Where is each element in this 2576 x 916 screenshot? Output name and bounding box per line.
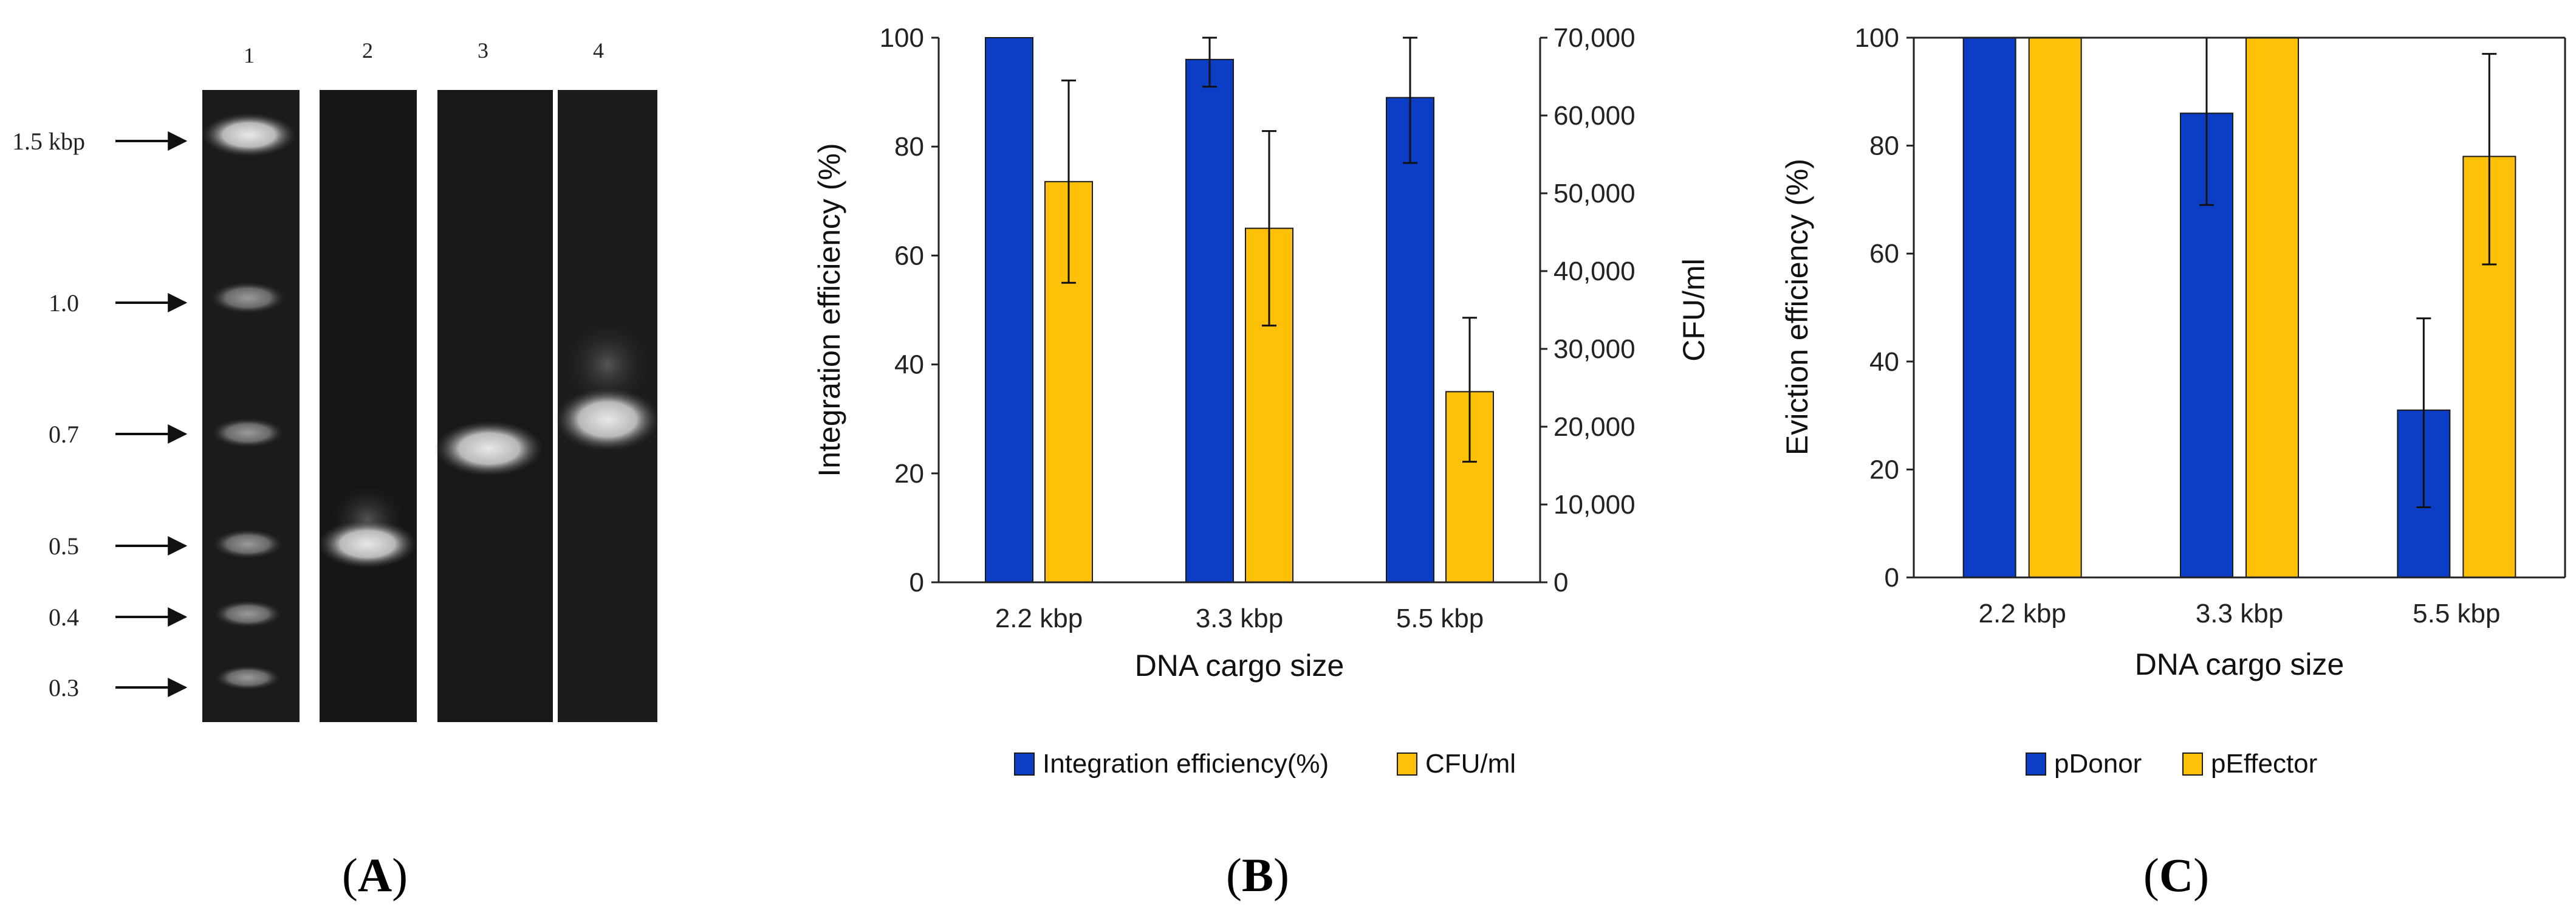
lane4-band xyxy=(555,388,660,451)
ladder-band-0-4 xyxy=(214,601,282,627)
y-tick-label: 80 xyxy=(894,132,924,162)
x-tick-label: 3.3 kbp xyxy=(1196,604,1283,633)
size-marker-0-3: 0.3 xyxy=(49,674,79,701)
size-marker-1-5kbp: 1.5 kbp xyxy=(12,128,85,155)
y-tick-label: 20 xyxy=(1869,455,1899,484)
y2-tick-label: 70,000 xyxy=(1553,23,1636,53)
y-tick-label: 100 xyxy=(1855,23,1899,53)
chart-panel-b: Integration efficiency (%) CFU/ml DNA ca… xyxy=(812,23,1711,779)
x-tick-label: 2.2 kbp xyxy=(1978,599,2066,628)
y-axis-title: Integration efficiency (%) xyxy=(812,143,846,477)
y-axis-title: Eviction efficiency (%) xyxy=(1780,159,1814,455)
y-tick-label: 40 xyxy=(894,350,924,380)
legend-label: pDonor xyxy=(2054,749,2142,779)
y2-tick-label: 0 xyxy=(1553,568,1568,597)
gel-lane-2 xyxy=(320,90,417,722)
bar xyxy=(985,37,1033,583)
panel-label-c: (C) xyxy=(2143,849,2209,901)
legend-swatch xyxy=(2182,752,2203,776)
y2-axis-title: CFU/ml xyxy=(1677,258,1711,361)
size-marker-0-4: 0.4 xyxy=(49,604,79,631)
legend-label: Integration efficiency(%) xyxy=(1043,749,1329,779)
ladder-band-0-3 xyxy=(215,666,281,690)
gel-panel: 1 2 3 4 1.5 kbp 1.0 0.7 0.5 0.4 0.3 xyxy=(12,38,660,722)
y2-tick-label: 50,000 xyxy=(1553,179,1636,208)
legend-swatch xyxy=(1014,752,1035,776)
bar xyxy=(1962,37,2016,578)
ladder-band-0-5 xyxy=(213,529,283,559)
ladder-band-1-5kbp xyxy=(202,113,296,157)
lane2-band xyxy=(318,520,417,568)
x-axis-title: DNA cargo size xyxy=(1135,649,1345,683)
panel-label-b: (B) xyxy=(1226,849,1289,901)
x-tick-label: 3.3 kbp xyxy=(2196,599,2283,628)
bar xyxy=(2028,37,2082,578)
x-axis-title: DNA cargo size xyxy=(2135,647,2345,681)
y-tick-label: 60 xyxy=(894,241,924,270)
bar xyxy=(1386,97,1434,583)
y-tick-label: 80 xyxy=(1869,131,1899,161)
size-marker-1-0: 1.0 xyxy=(49,289,79,317)
chart-panel-c: Eviction efficiency (%) DNA cargo size 0… xyxy=(1780,23,2566,779)
legend-swatch xyxy=(2026,752,2046,776)
y-tick-label: 100 xyxy=(880,23,924,53)
bar xyxy=(2245,37,2299,578)
y-tick-label: 0 xyxy=(1885,563,1899,593)
legend-swatch xyxy=(1397,752,1417,776)
y2-tick-label: 10,000 xyxy=(1553,490,1636,520)
lane4-smear xyxy=(565,322,650,407)
y-tick-label: 20 xyxy=(894,459,924,489)
ladder-band-0-7 xyxy=(211,418,284,447)
bar xyxy=(1185,58,1234,583)
y2-tick-label: 30,000 xyxy=(1553,334,1636,364)
lane-number-1: 1 xyxy=(244,43,255,67)
gel-lane-3 xyxy=(437,90,553,722)
lane-number-3: 3 xyxy=(478,38,488,63)
x-tick-label: 5.5 kbp xyxy=(2413,599,2500,628)
size-marker-0-5: 0.5 xyxy=(49,532,79,560)
legend-label: pEffector xyxy=(2211,749,2317,779)
y-tick-label: 0 xyxy=(909,568,924,597)
panel-label-a: (A) xyxy=(342,849,408,901)
lane-number-2: 2 xyxy=(362,38,373,63)
lane3-band xyxy=(434,421,544,477)
y2-tick-label: 40,000 xyxy=(1553,257,1636,286)
gel-lane-1 xyxy=(202,90,300,722)
y2-tick-label: 20,000 xyxy=(1553,412,1636,442)
lane-number-4: 4 xyxy=(593,38,604,63)
y2-tick-label: 60,000 xyxy=(1553,101,1636,131)
x-tick-label: 5.5 kbp xyxy=(1396,604,1484,633)
legend-label: CFU/ml xyxy=(1425,749,1516,779)
x-tick-label: 2.2 kbp xyxy=(995,604,1083,633)
size-marker-0-7: 0.7 xyxy=(49,421,79,448)
ladder-band-1-0 xyxy=(210,282,286,314)
y-tick-label: 40 xyxy=(1869,347,1899,377)
y-tick-label: 60 xyxy=(1869,239,1899,269)
